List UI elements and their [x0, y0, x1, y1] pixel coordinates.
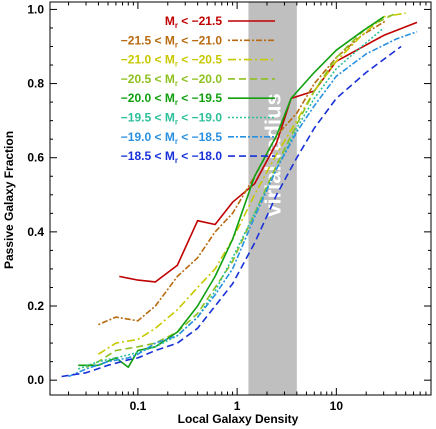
y-tick-label: 0.0 [27, 373, 44, 387]
x-axis-title: Local Galaxy Density [178, 412, 299, 426]
y-tick-label: 0.2 [27, 299, 44, 313]
legend-label-7: −19.0 < Mr < −18.5 [121, 130, 223, 146]
virial-radius-band [248, 2, 297, 395]
y-tick-label: 0.8 [27, 77, 44, 91]
series-line-1 [119, 21, 418, 283]
legend-label-6: −19.5 < Mr < −19.0 [121, 111, 223, 127]
y-tick-label: 0.6 [27, 151, 44, 165]
x-tick-label: 0.1 [130, 399, 147, 413]
series-line-8 [61, 45, 402, 378]
x-tick-label: 10 [330, 399, 344, 413]
legend-label-2: −21.5 < Mr < −21.0 [121, 33, 223, 49]
virial-radius-label: virial radius [261, 93, 286, 217]
series-line-7 [68, 30, 418, 378]
legend-label-1: Mr < −21.5 [165, 14, 222, 30]
y-axis-title: Passive Galaxy Fraction [2, 131, 16, 269]
legend-label-5: −20.0 < Mr < −19.5 [121, 91, 223, 107]
series-line-4 [85, 12, 397, 368]
x-tick-label: 1 [234, 399, 241, 413]
legend-label-3: −21.0 < Mr < −20.5 [121, 53, 223, 69]
legend-label-8: −18.5 < Mr < −18.0 [121, 149, 223, 165]
series-line-3 [97, 12, 406, 355]
legend-label-4: −20.5 < Mr < −20.0 [121, 72, 223, 88]
plot-frame [49, 1, 432, 396]
series-line-2 [98, 19, 387, 326]
y-tick-label: 1.0 [27, 2, 44, 16]
series-line-5 [78, 16, 385, 369]
y-tick-label: 0.4 [27, 225, 44, 239]
